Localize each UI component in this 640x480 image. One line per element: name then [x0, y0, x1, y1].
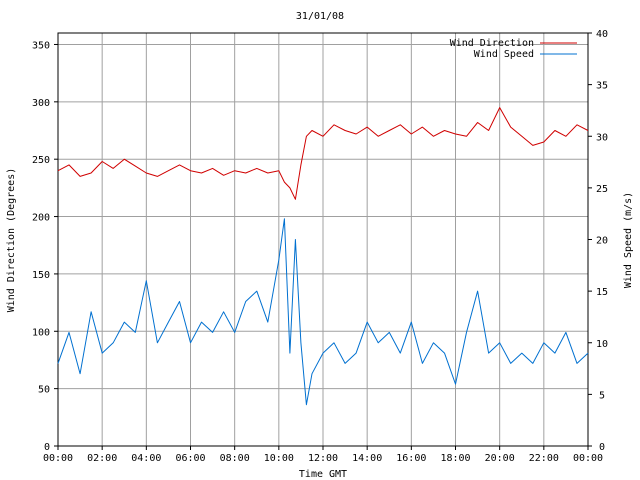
x-tick-label: 22:00: [529, 453, 559, 464]
series-line-wind-speed: [57, 218, 589, 406]
legend-label-wind-speed: Wind Speed: [474, 49, 534, 60]
y-left-tick-label: 200: [32, 213, 50, 224]
y-right-tick-label: 20: [596, 236, 608, 247]
x-axis-label: Time GMT: [299, 469, 347, 480]
y-axis-right-label: Wind Speed (m/s): [623, 192, 634, 288]
y-right-tick-label: 0: [599, 442, 605, 453]
x-tick-label: 20:00: [485, 453, 515, 464]
y-right-tick-label: 40: [596, 29, 608, 40]
y-left-tick-label: 250: [32, 155, 50, 166]
x-tick-label: 08:00: [220, 453, 250, 464]
x-tick-label: 14:00: [352, 453, 382, 464]
x-tick-label: 12:00: [308, 453, 338, 464]
y-right-tick-label: 25: [596, 184, 608, 195]
x-tick-label: 02:00: [87, 453, 117, 464]
x-tick-label: 18:00: [440, 453, 470, 464]
y-axis-left-label: Wind Direction (Degrees): [6, 168, 17, 313]
chart-title: 31/01/08: [296, 11, 344, 22]
legend: Wind Direction Wind Speed: [450, 38, 577, 60]
x-tick-label: 00:00: [573, 453, 603, 464]
x-axis: 00:00 02:00 04:00 06:00 08:00 10:00 12:00 14:00…: [43, 446, 603, 464]
y-left-tick-label: 100: [32, 327, 50, 338]
series-layer: [57, 107, 589, 406]
y-axis-right: 0 5 10 15 20 25 30 35 40: [588, 29, 608, 453]
y-left-tick-label: 150: [32, 270, 50, 281]
y-left-tick-label: 50: [38, 385, 50, 396]
y-right-tick-label: 15: [596, 287, 608, 298]
grid: [58, 33, 588, 446]
y-axis-left: 0 50 100 150 200 250 300 350: [32, 40, 58, 453]
y-right-tick-label: 10: [596, 339, 608, 350]
y-right-tick-label: 35: [596, 81, 608, 92]
legend-label-wind-direction: Wind Direction: [450, 38, 534, 49]
y-right-tick-label: 30: [596, 132, 608, 143]
y-left-tick-label: 350: [32, 40, 50, 51]
series-line-wind-direction: [57, 107, 589, 200]
y-left-tick-label: 300: [32, 98, 50, 109]
x-tick-label: 10:00: [264, 453, 294, 464]
x-tick-label: 00:00: [43, 453, 73, 464]
x-tick-label: 04:00: [131, 453, 161, 464]
y-right-tick-label: 5: [599, 390, 605, 401]
y-left-tick-label: 0: [44, 442, 50, 453]
x-tick-label: 16:00: [396, 453, 426, 464]
x-tick-label: 06:00: [175, 453, 205, 464]
